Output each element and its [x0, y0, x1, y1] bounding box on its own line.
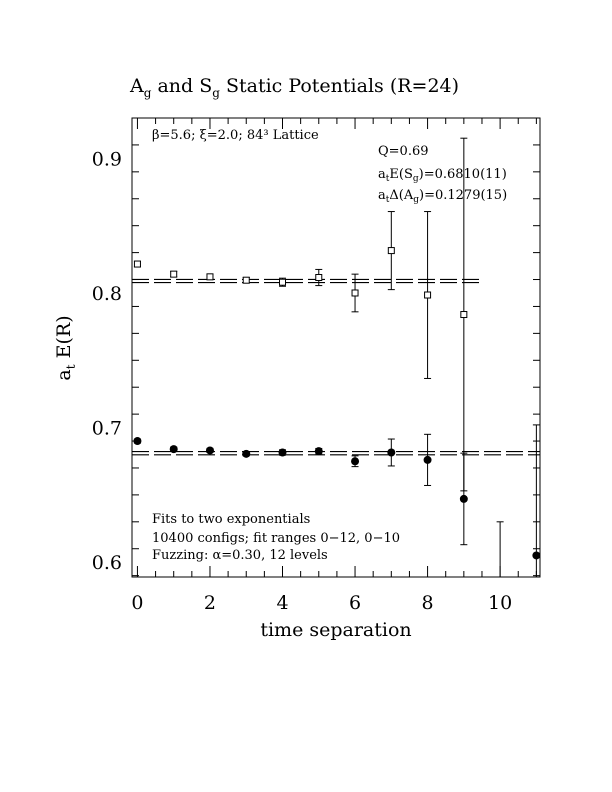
- data-point-circle: [169, 445, 178, 454]
- x-tick-label: 6: [349, 592, 361, 614]
- fuzzing-annotation: Fuzzing: α=0.30, 12 levels: [152, 548, 328, 563]
- data-point-square: [242, 276, 250, 284]
- x-tick-label: 0: [131, 592, 143, 614]
- data-point-circle: [205, 446, 214, 455]
- data-point-square: [424, 291, 432, 299]
- x-tick-label: 2: [204, 592, 216, 614]
- data-point-circle: [532, 551, 540, 560]
- data-point-circle: [133, 437, 142, 446]
- data-point-square: [351, 289, 359, 297]
- data-point-circle: [242, 449, 251, 458]
- fit-range-annotation: 10400 configs; fit ranges 0−12, 0−10: [152, 531, 400, 546]
- x-tick-label: 4: [276, 592, 288, 614]
- data-point-square: [279, 278, 287, 286]
- lattice-annotation: β=5.6; ξ=2.0; 84³ Lattice: [152, 128, 319, 143]
- x-tick-label: 8: [422, 592, 434, 614]
- data-point-square: [170, 270, 178, 278]
- fit-lines: [132, 278, 540, 456]
- data-point-square: [315, 274, 323, 282]
- data-point-square: [133, 260, 141, 268]
- data-point-circle: [278, 448, 287, 457]
- data-point-circle: [314, 447, 323, 456]
- data-point-circle: [351, 457, 360, 466]
- gap-annotation: atΔ(Ag)=0.1279(15): [378, 188, 507, 205]
- y-axis-label: at E(R): [53, 315, 78, 380]
- data-point-square: [387, 247, 395, 255]
- y-tick-labels: 0.6 0.7 0.8 0.9: [92, 148, 122, 574]
- data-points: [133, 247, 540, 560]
- data-point-square: [206, 273, 214, 281]
- y-tick-label: 0.7: [92, 418, 122, 440]
- energy-annotation: atE(Sg)=0.6810(11): [378, 167, 507, 184]
- data-point-square: [460, 311, 468, 319]
- fit-method-annotation: Fits to two exponentials: [152, 512, 310, 527]
- data-point-circle: [459, 494, 468, 503]
- x-tick-labels: 0 2 4 6 8 10: [131, 592, 512, 614]
- chart-title: Ag and Sg Static Potentials (R=24): [129, 75, 459, 100]
- x-tick-label: 10: [488, 592, 512, 614]
- y-tick-label: 0.8: [92, 283, 122, 305]
- error-bars: [133, 137, 540, 577]
- y-tick-label: 0.9: [92, 148, 122, 170]
- q-annotation: Q=0.69: [378, 144, 429, 159]
- plot-frame: [131, 117, 541, 578]
- x-axis-label: time separation: [260, 619, 411, 641]
- axis-ticks: [132, 117, 540, 577]
- data-point-circle: [423, 455, 432, 464]
- y-tick-label: 0.6: [92, 552, 122, 574]
- error-bar: [496, 521, 504, 577]
- data-point-circle: [387, 448, 396, 457]
